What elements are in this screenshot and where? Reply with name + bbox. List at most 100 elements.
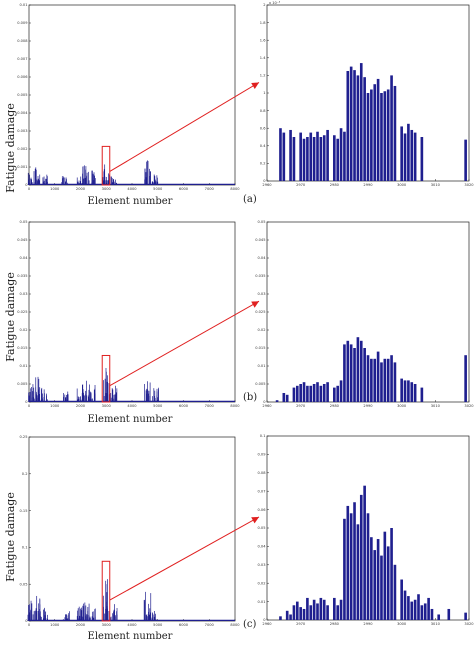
bar — [322, 384, 326, 402]
bar — [464, 139, 467, 181]
x-tick-label: 0 — [28, 187, 31, 191]
bar — [339, 128, 343, 181]
bar — [410, 382, 414, 402]
x-tick-label: 4000 — [127, 404, 137, 408]
damage-peak — [76, 606, 83, 621]
bar — [376, 539, 380, 620]
y-tick-label: 0.03 — [257, 563, 265, 567]
x-tick-label: 4000 — [127, 187, 137, 191]
x-tick-label: 3000 — [102, 187, 112, 191]
bar — [363, 485, 366, 620]
bar — [373, 358, 377, 402]
bar — [322, 599, 326, 620]
x-tick-label: 7000 — [205, 187, 215, 191]
y-tick-label: 0.045 — [17, 238, 27, 242]
zoom-highlight-box — [101, 354, 111, 403]
xlabel-c: Element number — [88, 631, 173, 642]
bar — [437, 614, 441, 620]
ylabel-a: Fatigue damage — [4, 103, 17, 193]
x-tick-label: 3010 — [431, 404, 441, 408]
y-tick-label: 0.006 — [17, 75, 28, 79]
y-tick-label: 0.05 — [19, 582, 27, 586]
bar — [289, 614, 292, 620]
bar — [302, 608, 306, 620]
bar — [289, 129, 292, 181]
bar — [383, 358, 387, 402]
y-tick-label: 0.007 — [17, 57, 27, 61]
x-tick-label: 3000 — [397, 622, 407, 626]
bar — [353, 502, 356, 620]
damage-peak — [88, 603, 96, 621]
bar — [430, 608, 434, 620]
bar — [299, 384, 302, 402]
bar — [407, 596, 410, 620]
bar — [376, 351, 380, 402]
bar — [353, 348, 356, 402]
y-tick-label: 0.002 — [17, 147, 27, 151]
x-tick-label: 8000 — [230, 623, 240, 627]
y-tick-label: 0.07 — [257, 489, 265, 493]
y-tick-label: 0.015 — [255, 346, 265, 350]
y-tick-label: 0.03 — [257, 292, 265, 296]
x-tick-label: 8000 — [230, 404, 240, 408]
bar — [346, 505, 350, 620]
bar — [376, 78, 380, 181]
x-tick-label: 2000 — [76, 623, 86, 627]
bar — [336, 385, 340, 402]
bar — [279, 128, 282, 181]
x-tick-label: 0 — [28, 623, 31, 627]
bar — [343, 131, 346, 181]
bar — [383, 91, 387, 181]
bar — [299, 132, 302, 181]
bar — [275, 400, 279, 402]
x-tick-label: 3000 — [397, 183, 407, 187]
bar — [333, 597, 336, 620]
bar — [359, 340, 363, 402]
bar — [285, 394, 289, 402]
x-tick-label: 8000 — [230, 187, 240, 191]
bar — [292, 605, 296, 620]
y-tick-label: 0.04 — [257, 545, 266, 549]
bar — [420, 137, 424, 181]
bar — [386, 89, 390, 181]
y-tick-label: 1 — [263, 91, 265, 95]
x-tick-label: 6000 — [179, 187, 189, 191]
bar — [410, 601, 414, 620]
x-tick-label: 2000 — [76, 404, 86, 408]
y-tick-label: 0 — [25, 400, 28, 404]
damage-peak — [143, 591, 152, 621]
bar — [413, 384, 417, 402]
bar — [333, 387, 336, 402]
bar — [407, 123, 410, 181]
damage-peak — [102, 164, 110, 185]
y-tick-label: 0.05 — [19, 220, 27, 224]
bar — [339, 380, 343, 402]
ylabel-c: Fatigue damage — [4, 492, 17, 582]
x-tick-label: 2960 — [262, 183, 272, 187]
chart-panel-2: 0 1000 2000 3000 4000 5000 6000 7000 8000 0 0.005 0… — [17, 220, 260, 408]
bar — [326, 605, 329, 620]
y-tick-label: 0 — [263, 400, 266, 404]
ylabel-b: Fatigue damage — [4, 272, 17, 362]
bar — [359, 494, 363, 620]
bar — [282, 393, 286, 402]
bar — [295, 601, 299, 620]
x-tick-label: 7000 — [205, 404, 215, 408]
panels: 0 1000 2000 3000 4000 5000 6000 7000 800000.0010… — [17, 1, 474, 627]
y-tick-label: 0.008 — [17, 39, 28, 43]
y-tick-label: 0.2 — [260, 162, 266, 166]
zoom-arrow — [109, 300, 260, 387]
bar — [312, 137, 316, 181]
bar — [447, 608, 451, 620]
bar — [423, 603, 427, 620]
bar — [309, 385, 313, 402]
bar — [403, 133, 407, 181]
y-tick-label: 0.045 — [255, 238, 265, 242]
bar — [370, 358, 373, 402]
damage-peak — [34, 595, 41, 621]
bar — [339, 599, 343, 620]
bar — [282, 132, 286, 181]
y-tick-label: 0.04 — [19, 256, 28, 260]
bar — [420, 605, 424, 620]
bar — [326, 382, 329, 402]
